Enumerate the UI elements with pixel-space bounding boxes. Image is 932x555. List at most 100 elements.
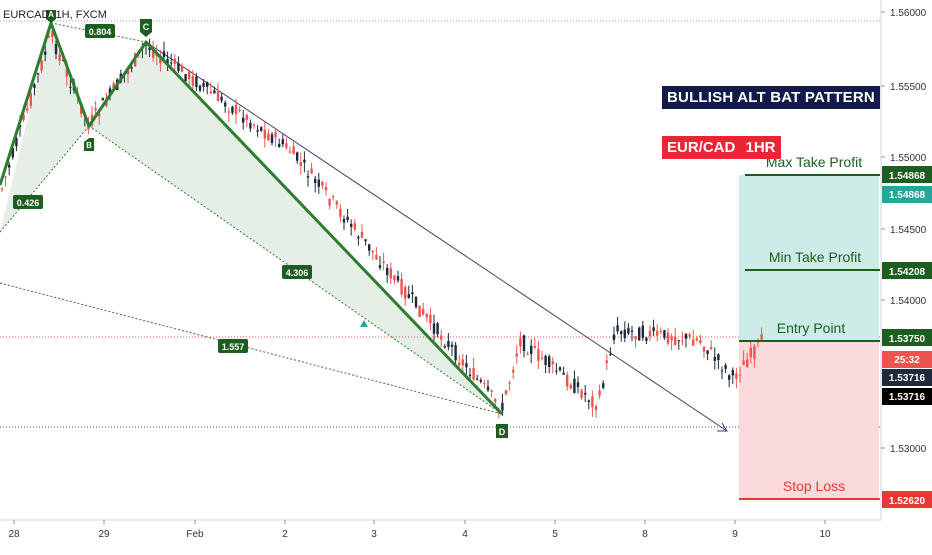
candle-body	[278, 143, 281, 148]
candle-body	[393, 275, 396, 281]
candle-body	[598, 390, 601, 396]
candle-body	[450, 344, 454, 347]
ratio-label-1557: 1.557	[218, 339, 248, 353]
time-tick-label: 5	[552, 529, 558, 540]
candle-body	[688, 334, 691, 337]
price-tags: 1.54868 25:32 1.53716 1.53716	[882, 186, 932, 405]
max-take-profit-label: Max Take Profit	[766, 154, 862, 170]
candle-body	[234, 104, 238, 115]
candle-body	[436, 323, 439, 335]
price-tick-label: 1.54000	[890, 296, 927, 307]
candle-body	[670, 336, 673, 341]
candle-body	[425, 313, 428, 318]
min-take-profit-label: Min Take Profit	[769, 249, 861, 265]
candle-body	[760, 334, 763, 340]
candle-body	[753, 346, 756, 359]
candle-body	[666, 332, 670, 344]
point-d-marker: D	[496, 424, 508, 438]
candle-body	[407, 294, 410, 298]
candle-body	[324, 187, 328, 191]
candle-body	[256, 130, 259, 132]
candle-body	[335, 201, 338, 205]
candle-body	[504, 390, 508, 395]
candle-body	[429, 314, 432, 324]
candle-body	[501, 402, 504, 411]
point-c-label: C	[143, 22, 150, 32]
candle-body	[702, 346, 706, 352]
candle-body	[378, 265, 382, 268]
candle-body	[458, 362, 461, 366]
trendline	[145, 41, 728, 432]
candle-body	[540, 357, 544, 359]
candle-body	[627, 327, 630, 334]
stop-loss-label: Stop Loss	[783, 478, 845, 494]
candle-body	[432, 323, 436, 334]
candle-body	[191, 76, 194, 86]
candle-body	[584, 392, 587, 395]
candle-body	[576, 382, 580, 388]
ratio-label-0804: 0.804	[85, 24, 115, 38]
svg-text:4.306: 4.306	[286, 268, 309, 278]
candle-body	[616, 325, 619, 332]
candle-body	[4, 176, 7, 178]
candle-body	[22, 114, 25, 121]
candle-body	[648, 330, 652, 337]
price-axis: 1.560001.555001.550001.545001.540001.535…	[881, 8, 927, 455]
candle-body	[400, 278, 403, 295]
candle-body	[389, 268, 392, 279]
svg-text:0.426: 0.426	[17, 198, 40, 208]
candle-body	[602, 383, 605, 388]
candle-body	[126, 69, 130, 75]
candle-body	[270, 134, 274, 144]
pair-timeframe-badge: EUR/CAD 1HR	[662, 136, 781, 159]
candle-body	[486, 386, 490, 391]
candle-body	[296, 152, 299, 161]
candle-body	[396, 275, 400, 281]
pattern-bcd-fill	[89, 42, 502, 414]
candle-body	[580, 390, 583, 399]
candle-body	[681, 340, 684, 342]
svg-text:1.557: 1.557	[222, 342, 245, 352]
candle-body	[299, 162, 302, 166]
loss-zone	[739, 340, 879, 500]
candle-body	[130, 67, 133, 69]
point-b-marker: B	[84, 138, 94, 151]
candle-body	[443, 346, 446, 348]
candle-body	[180, 66, 184, 72]
pattern-xd-dotted	[0, 282, 503, 415]
candle-body	[281, 139, 284, 145]
candle-body	[684, 333, 688, 339]
price-tick-label: 1.55000	[890, 153, 927, 164]
candle-body	[29, 93, 32, 107]
candle-body	[0, 188, 4, 190]
max-take-profit-price-tag: 1.54868	[882, 166, 932, 183]
candle-body	[479, 380, 482, 382]
candle-body	[342, 218, 346, 223]
candle-body	[184, 74, 187, 82]
candle-body	[555, 370, 558, 372]
candle-body	[216, 91, 220, 102]
profit-zone	[739, 175, 879, 340]
candle-body	[411, 292, 414, 295]
arrow-marker-icon	[360, 320, 368, 327]
candle-body	[26, 108, 29, 111]
candle-body	[465, 363, 468, 368]
candle-body	[328, 199, 331, 206]
candle-body	[371, 250, 374, 253]
candle-body	[314, 178, 317, 183]
candle-body	[220, 96, 223, 101]
candle-body	[202, 83, 205, 87]
candle-body	[101, 98, 104, 101]
time-tick-label: 4	[462, 529, 468, 540]
time-tick-label: Feb	[186, 529, 204, 540]
candle-body	[386, 267, 389, 276]
candle-body	[224, 102, 227, 107]
price-tick-label: 1.53000	[890, 444, 927, 455]
candle-body	[454, 345, 457, 361]
candle-body	[288, 151, 292, 153]
candle-body	[422, 308, 425, 315]
candle-body	[558, 367, 562, 371]
candle-body	[720, 370, 724, 372]
candle-body	[285, 143, 288, 148]
